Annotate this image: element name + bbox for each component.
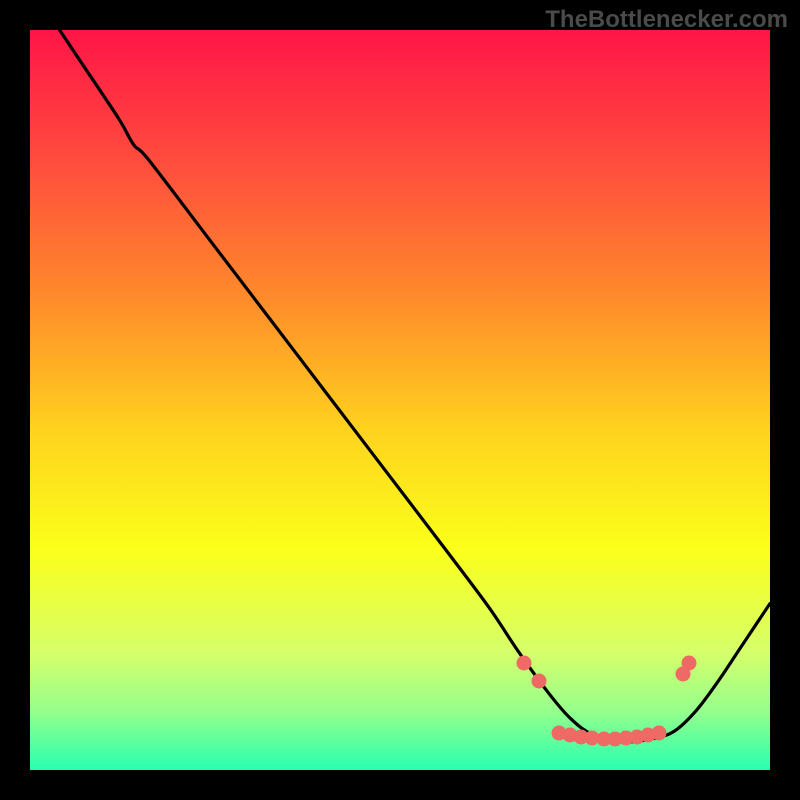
data-marker	[681, 655, 696, 670]
bottleneck-curve	[60, 30, 770, 742]
data-marker	[652, 726, 667, 741]
curve-layer	[30, 30, 770, 770]
data-marker	[517, 655, 532, 670]
chart-root: TheBottlenecker.com	[0, 0, 800, 800]
plot-area	[30, 30, 770, 770]
data-marker	[532, 674, 547, 689]
watermark-text: TheBottlenecker.com	[545, 6, 788, 34]
